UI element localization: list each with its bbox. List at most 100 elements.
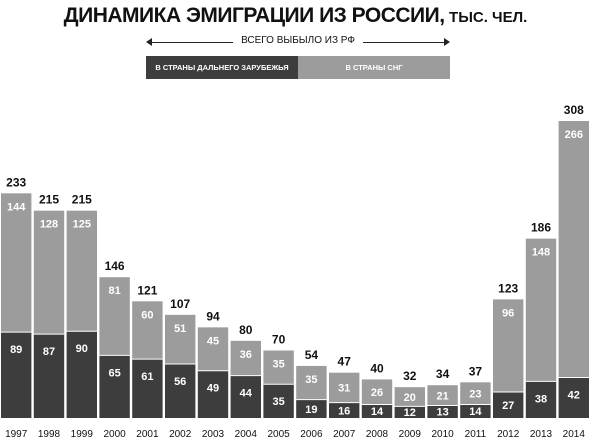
total-label-2005: 70 <box>272 332 286 346</box>
total-label-2007: 47 <box>338 355 352 369</box>
bar-cis-2010 <box>427 385 458 406</box>
total-label-1997: 233 <box>6 175 26 189</box>
bar-far-abroad-1998 <box>33 334 65 418</box>
value-label-cis-2010: 21 <box>436 390 448 402</box>
x-tick-label-2012: 2012 <box>497 429 520 440</box>
value-label-far-abroad-1997: 89 <box>10 344 22 356</box>
title-main: ДИНАМИКА ЭМИГРАЦИИ ИЗ РОССИИ, <box>63 4 445 27</box>
total-label-2001: 121 <box>137 283 157 297</box>
total-label-2004: 80 <box>239 323 253 337</box>
bar-far-abroad-2009 <box>394 406 425 418</box>
total-label-2011: 37 <box>469 364 483 378</box>
arrow-left-icon <box>146 38 152 46</box>
x-tick-label-1999: 1999 <box>71 429 94 440</box>
title-unit: ТЫС. ЧЕЛ. <box>449 9 528 26</box>
bar-cis-1999 <box>66 210 97 332</box>
value-label-far-abroad-2003: 49 <box>207 383 219 395</box>
total-label-1998: 215 <box>39 193 59 207</box>
x-tick-label-2005: 2005 <box>267 429 290 440</box>
total-label-2006: 54 <box>305 348 319 362</box>
value-label-far-abroad-2009: 12 <box>404 407 416 419</box>
x-tick-label-2007: 2007 <box>333 429 356 440</box>
bar-cis-2013 <box>525 238 557 382</box>
x-tick-label-1998: 1998 <box>38 429 61 440</box>
value-label-far-abroad-2014: 42 <box>568 389 580 401</box>
value-label-cis-2014: 266 <box>565 129 583 141</box>
bar-cis-2014 <box>558 120 589 378</box>
value-label-cis-2008: 26 <box>371 387 383 399</box>
bar-cis-2002 <box>165 314 196 364</box>
bar-far-abroad-2012 <box>493 391 524 418</box>
value-label-cis-2012: 96 <box>502 307 514 319</box>
x-tick-label-2009: 2009 <box>399 429 422 440</box>
total-legend-label: ВСЕГО ВЫБЫЛО ИЗ РФ <box>233 35 363 46</box>
value-label-far-abroad-2005: 35 <box>272 396 284 408</box>
bar-far-abroad-2006 <box>296 399 327 418</box>
total-label-2003: 94 <box>206 309 220 323</box>
bar-cis-1997 <box>1 193 32 333</box>
bar-cis-2001 <box>132 301 163 360</box>
total-label-1999: 215 <box>72 193 92 207</box>
x-tick-label-2003: 2003 <box>202 429 225 440</box>
x-tick-label-2011: 2011 <box>465 429 487 440</box>
bar-far-abroad-1999 <box>66 331 97 418</box>
bar-cis-2006 <box>296 365 327 400</box>
value-label-far-abroad-2011: 14 <box>469 406 482 418</box>
x-tick-label-2001: 2001 <box>136 429 159 440</box>
bar-far-abroad-2008 <box>361 404 393 418</box>
bar-cis-2008 <box>361 379 393 405</box>
bar-far-abroad-2014 <box>558 377 589 418</box>
bar-cis-2003 <box>197 327 229 371</box>
value-label-far-abroad-2012: 27 <box>502 400 514 412</box>
value-label-cis-2005: 35 <box>272 358 284 370</box>
value-label-far-abroad-2001: 61 <box>141 371 153 383</box>
arrow-right-icon <box>444 38 450 46</box>
total-label-2010: 34 <box>436 367 450 381</box>
legend: В СТРАНЫ ДАЛЬНЕГО ЗАРУБЕЖЬЯ В СТРАНЫ СНГ <box>146 56 450 79</box>
bar-far-abroad-2004 <box>230 375 261 418</box>
value-label-far-abroad-2004: 44 <box>240 388 253 400</box>
bar-cis-2000 <box>99 277 130 356</box>
value-label-cis-2011: 23 <box>469 388 481 400</box>
bar-far-abroad-2007 <box>329 402 360 418</box>
bar-cis-2004 <box>230 340 261 376</box>
value-label-far-abroad-2002: 56 <box>174 376 186 388</box>
bar-far-abroad-2003 <box>197 370 229 418</box>
total-label-2000: 146 <box>105 259 125 273</box>
x-tick-label-2008: 2008 <box>366 429 389 440</box>
value-label-far-abroad-2013: 38 <box>535 393 547 405</box>
bar-cis-2007 <box>329 372 360 403</box>
x-tick-label-2002: 2002 <box>169 429 192 440</box>
value-label-cis-2001: 60 <box>141 309 153 321</box>
bar-far-abroad-2002 <box>165 363 196 418</box>
bar-far-abroad-2005 <box>263 384 294 418</box>
bar-cis-2012 <box>493 299 524 392</box>
bar-far-abroad-2013 <box>525 381 557 418</box>
legend-cis: В СТРАНЫ СНГ <box>298 56 450 79</box>
value-label-far-abroad-2010: 13 <box>436 407 448 419</box>
bar-far-abroad-2011 <box>460 404 491 418</box>
total-legend: ВСЕГО ВЫБЫЛО ИЗ РФ <box>146 34 450 52</box>
value-label-far-abroad-2000: 65 <box>108 367 120 379</box>
bar-cis-2005 <box>263 350 294 385</box>
x-tick-label-2004: 2004 <box>235 429 258 440</box>
value-label-cis-2002: 51 <box>174 323 186 335</box>
value-label-far-abroad-1999: 90 <box>76 343 88 355</box>
total-label-2009: 32 <box>403 369 417 383</box>
bar-cis-2011 <box>460 382 491 405</box>
bar-far-abroad-2001 <box>132 359 163 418</box>
bar-far-abroad-2000 <box>99 355 130 418</box>
value-label-cis-1998: 128 <box>40 219 58 231</box>
value-label-far-abroad-2006: 19 <box>305 404 317 416</box>
x-tick-label-2006: 2006 <box>300 429 323 440</box>
chart-title: ДИНАМИКА ЭМИГРАЦИИ ИЗ РОССИИ, ТЫС. ЧЕЛ. <box>0 4 591 28</box>
legend-far-abroad: В СТРАНЫ ДАЛЬНЕГО ЗАРУБЕЖЬЯ <box>146 56 298 79</box>
value-label-cis-2003: 45 <box>207 335 219 347</box>
value-label-far-abroad-2007: 16 <box>338 405 350 417</box>
x-tick-label-2010: 2010 <box>431 429 454 440</box>
value-label-cis-1997: 144 <box>7 201 26 213</box>
total-label-2013: 186 <box>531 221 551 235</box>
total-label-2002: 107 <box>170 297 190 311</box>
x-tick-label-2014: 2014 <box>563 429 586 440</box>
bar-far-abroad-1997 <box>1 332 32 418</box>
